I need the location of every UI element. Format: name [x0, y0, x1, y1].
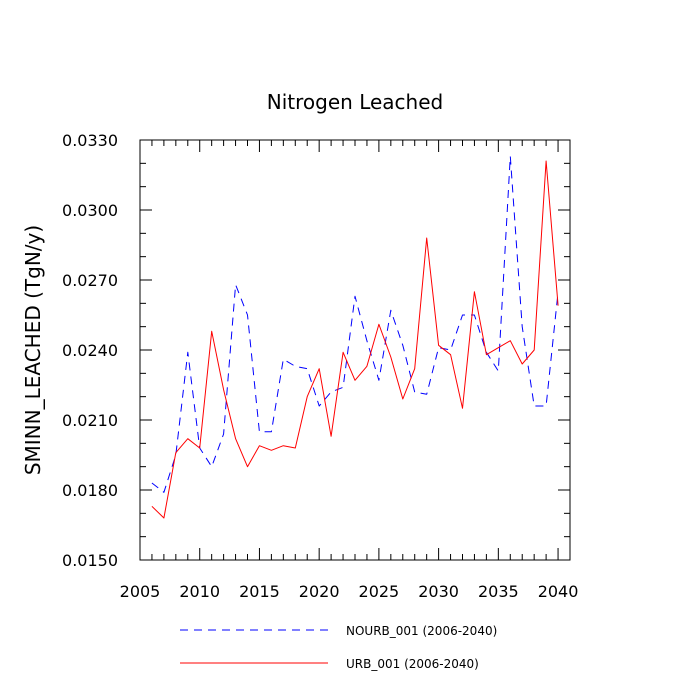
series-line-2 [151, 160, 559, 519]
axis-tick-labels: 2005 2010 2015 2020 2025 2030 2035 2040 0.0150 0.… [62, 131, 578, 601]
y-tick-label: 0.0300 [62, 201, 118, 220]
series-lines [151, 155, 559, 519]
plot-frame [139, 139, 571, 561]
x-tick-label: 2040 [538, 582, 579, 601]
x-tick-label: 2035 [478, 582, 519, 601]
x-tick-label: 2015 [239, 582, 280, 601]
y-tick-label: 0.0210 [62, 411, 118, 430]
axis-ticks [139, 139, 571, 561]
y-tick-label: 0.0180 [62, 481, 118, 500]
y-tick-label: 0.0270 [62, 271, 118, 290]
x-tick-label: 2010 [179, 582, 220, 601]
y-tick-label: 0.0330 [62, 131, 118, 150]
legend-label-1: NOURB_001 (2006-2040) [346, 624, 497, 638]
y-tick-label: 0.0240 [62, 341, 118, 360]
y-axis-label: SMINN_LEACHED (TgN/y) [21, 225, 45, 475]
x-tick-label: 2030 [418, 582, 459, 601]
x-tick-label: 2025 [359, 582, 400, 601]
legend: NOURB_001 (2006-2040) URB_001 (2006-2040) [180, 624, 497, 671]
chart-title: Nitrogen Leached [267, 90, 443, 114]
y-tick-label: 0.0150 [62, 551, 118, 570]
legend-label-2: URB_001 (2006-2040) [346, 657, 479, 671]
series-line-1 [151, 155, 559, 493]
x-tick-label: 2020 [299, 582, 340, 601]
x-tick-label: 2005 [120, 582, 161, 601]
